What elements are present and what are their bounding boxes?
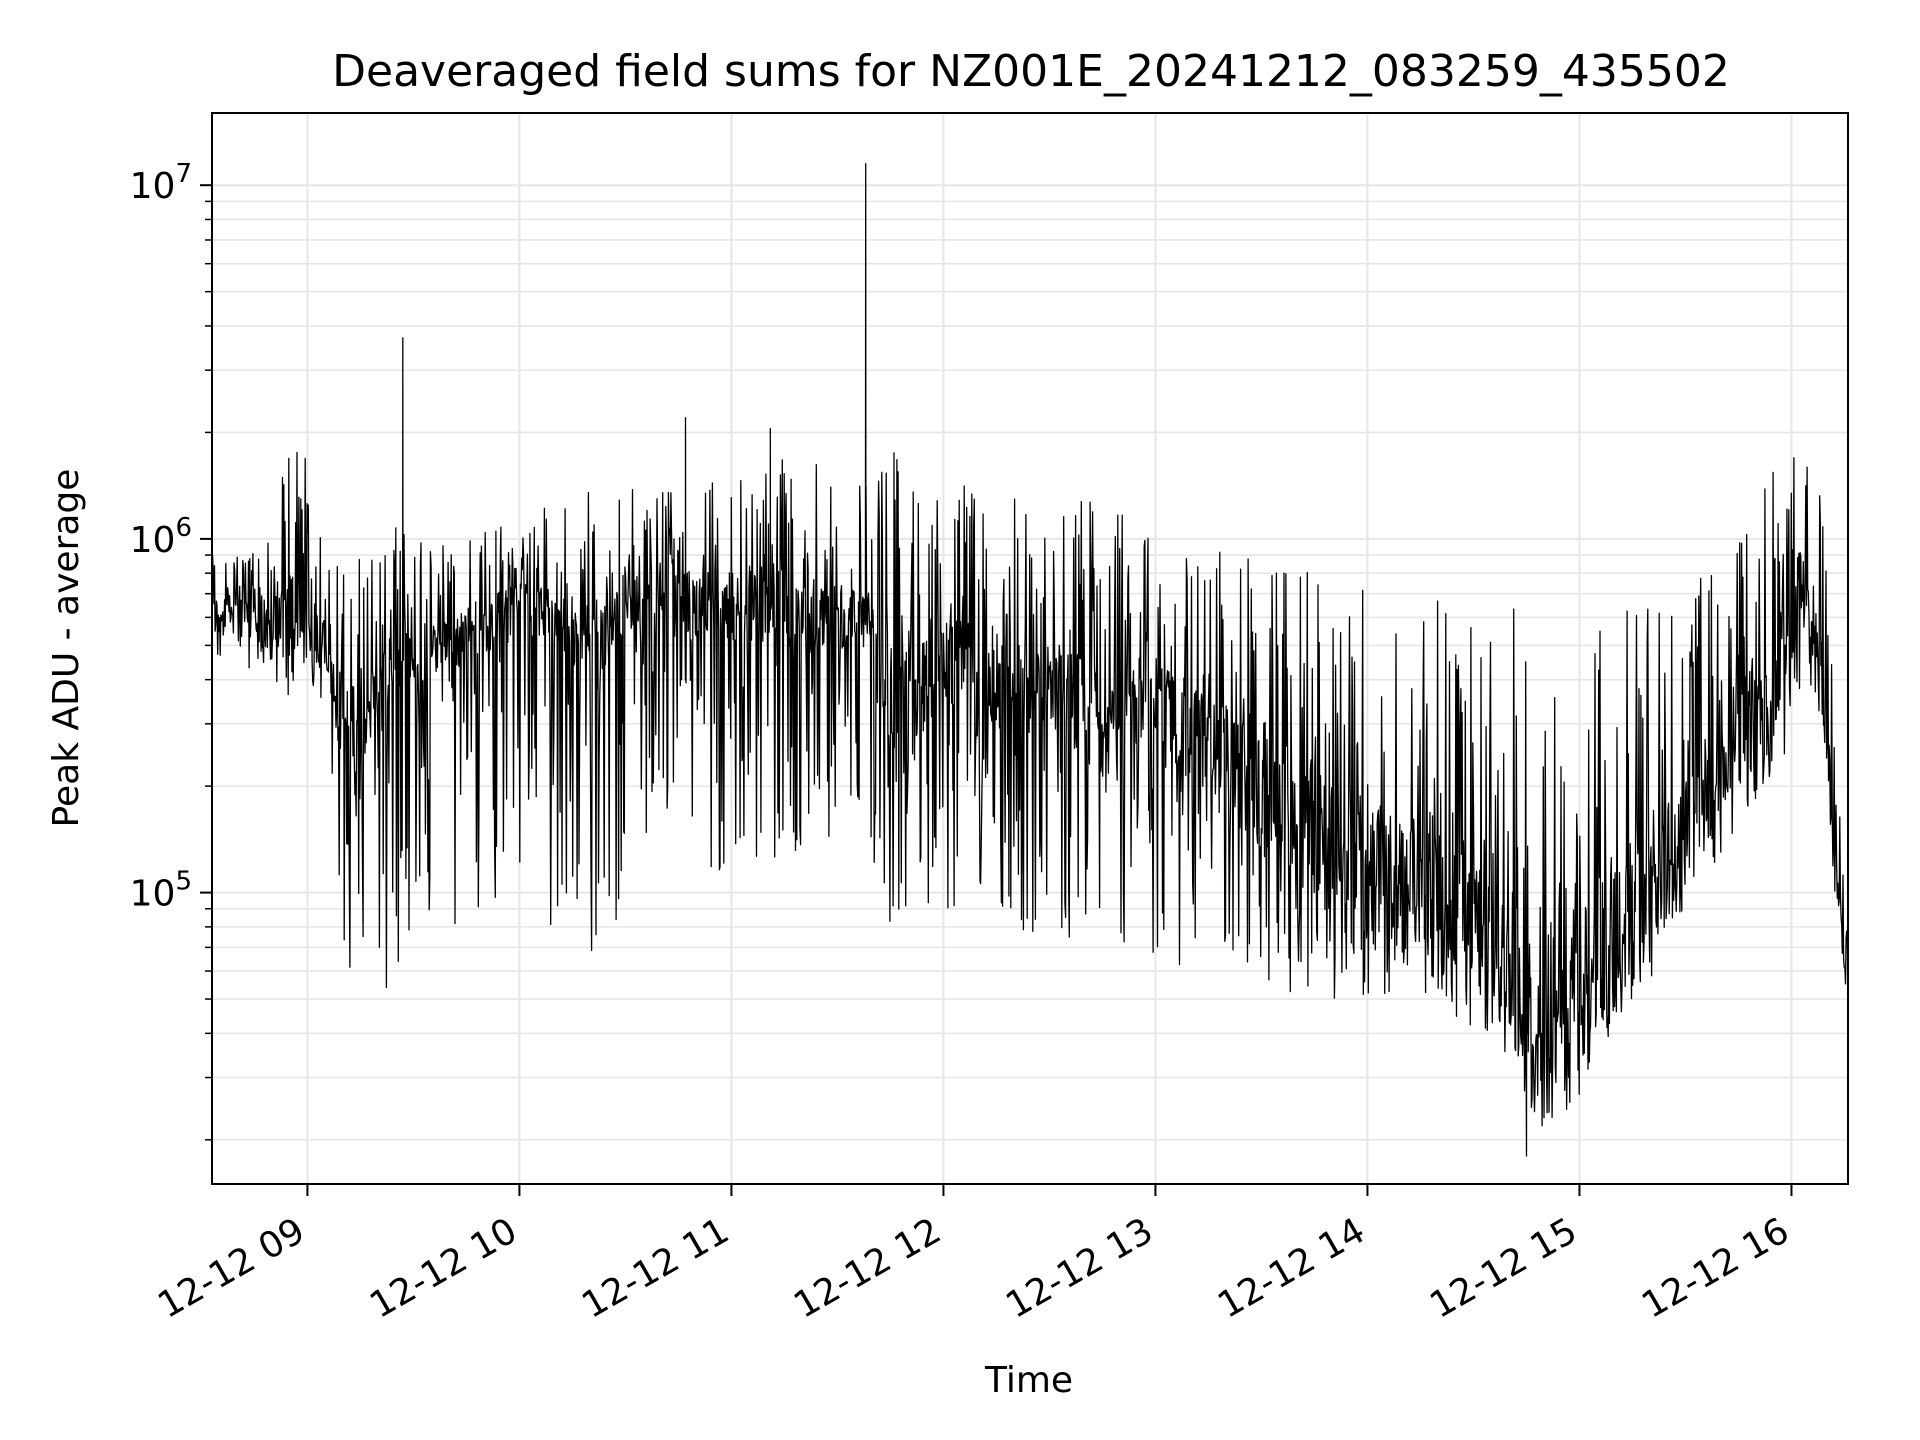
y-tick-label: 105 bbox=[130, 867, 192, 915]
series-line bbox=[211, 163, 1849, 1157]
y-axis-label: Peak ADU - average bbox=[46, 469, 87, 828]
series-layer bbox=[211, 163, 1849, 1157]
y-tick-label: 106 bbox=[130, 513, 192, 561]
y-axis: 105 106 107 bbox=[130, 159, 212, 1141]
chart-title: Deaveraged field sums for NZ001E_2024121… bbox=[332, 46, 1730, 97]
x-axis-label: Time bbox=[984, 1360, 1073, 1401]
plot-frame bbox=[211, 112, 1849, 1185]
y-tick-label: 107 bbox=[130, 159, 192, 207]
